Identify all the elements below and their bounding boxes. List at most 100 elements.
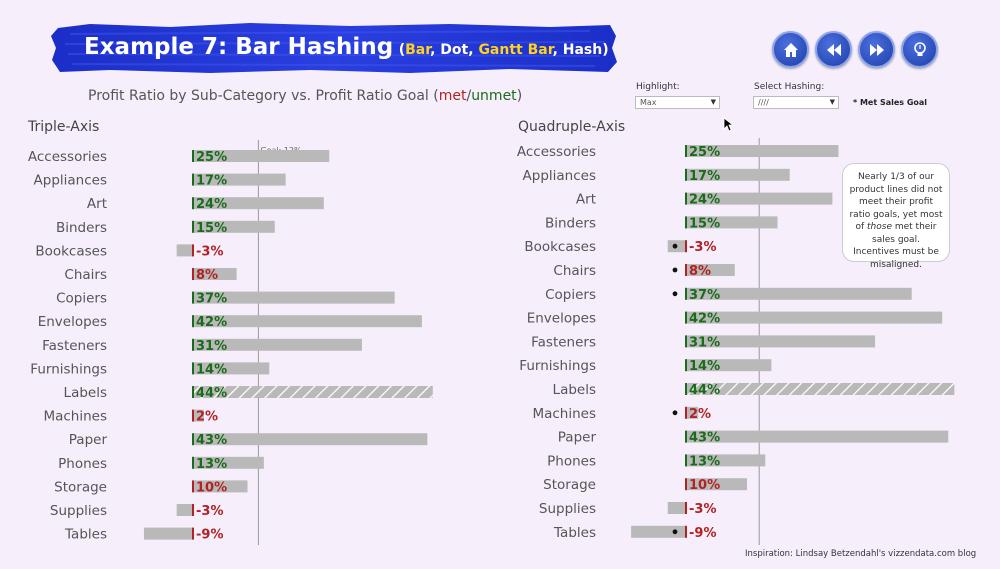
bar	[667, 502, 686, 514]
gantt-mark	[685, 478, 687, 491]
value-label: 31%	[196, 339, 227, 354]
value-label: -3%	[689, 240, 716, 255]
lightbulb-icon	[913, 41, 926, 56]
gantt-mark	[192, 291, 194, 304]
gantt-mark	[192, 220, 194, 233]
value-label: 13%	[689, 454, 720, 469]
subtitle-accent-text: Bar	[405, 42, 431, 58]
category-label: Phones	[547, 453, 596, 469]
value-label: 31%	[689, 335, 720, 350]
bar	[193, 150, 330, 162]
bar	[686, 478, 747, 491]
category-label: Art	[576, 192, 596, 208]
gantt-mark	[685, 311, 687, 324]
mouse-cursor-icon	[723, 117, 733, 132]
bar	[686, 192, 833, 205]
category-label: Phones	[58, 456, 107, 472]
value-label: 13%	[196, 457, 227, 472]
value-label: 25%	[196, 150, 227, 165]
insight-callout: Nearly 1/3 of our product lines did not …	[842, 163, 950, 270]
category-label: Chairs	[553, 263, 596, 279]
value-label: 10%	[689, 478, 720, 493]
insight-button[interactable]	[901, 31, 938, 68]
category-label: Supplies	[539, 501, 596, 517]
value-label: -3%	[196, 244, 223, 259]
met-sales-dot	[672, 243, 678, 249]
bar	[686, 145, 839, 157]
gantt-mark	[685, 430, 687, 443]
value-label: 14%	[689, 359, 720, 374]
gantt-mark	[192, 480, 194, 493]
gantt-mark	[192, 504, 194, 516]
gantt-mark	[685, 454, 687, 467]
highlight-value: Max	[640, 98, 657, 107]
hashing-label: Select Hashing:	[754, 82, 825, 92]
value-label: 43%	[196, 433, 227, 448]
bar	[193, 433, 428, 446]
highlight-dropdown[interactable]: Max ▼	[635, 96, 720, 109]
panel-title-quadruple-axis: Quadruple-Axis	[518, 119, 626, 135]
gantt-mark	[192, 268, 194, 280]
gantt-mark	[192, 150, 194, 162]
category-label: Accessories	[28, 149, 107, 165]
met-sales-dot	[672, 267, 678, 273]
value-label: 17%	[196, 174, 227, 189]
met-sales-dot	[672, 529, 678, 535]
bar	[193, 197, 324, 210]
gantt-mark	[192, 338, 194, 351]
gantt-mark	[192, 409, 194, 422]
value-label: 43%	[689, 431, 720, 446]
bar	[686, 311, 943, 324]
gantt-mark	[685, 240, 687, 253]
subtitle-text: (	[398, 42, 406, 58]
gantt-mark	[192, 244, 194, 257]
highlight-label: Highlight:	[636, 82, 680, 92]
category-label: Binders	[56, 220, 107, 236]
category-label: Machines	[532, 406, 596, 422]
bar	[193, 386, 433, 398]
value-label: 37%	[689, 288, 720, 303]
next-button[interactable]	[858, 31, 895, 68]
category-label: Tables	[64, 527, 107, 543]
category-label: Bookcases	[35, 243, 107, 259]
category-label: Copiers	[545, 287, 596, 303]
value-label: 15%	[196, 221, 227, 236]
value-label: 42%	[689, 312, 720, 327]
category-label: Bookcases	[524, 239, 596, 255]
bar	[686, 406, 699, 419]
gantt-mark	[192, 315, 194, 328]
value-label: -3%	[196, 504, 223, 519]
bar	[193, 291, 395, 304]
category-label: Appliances	[523, 168, 596, 184]
category-label: Tables	[553, 525, 596, 541]
bar	[193, 268, 237, 280]
home-icon	[783, 42, 798, 57]
bar	[686, 359, 772, 372]
bar	[193, 220, 275, 233]
chart-subtitle: Profit Ratio by Sub-Category vs. Profit …	[88, 88, 523, 104]
met-sales-note: * Met Sales Goal	[853, 98, 928, 107]
category-label: Paper	[69, 432, 108, 448]
bar	[686, 383, 955, 395]
gantt-mark	[192, 527, 194, 540]
gantt-mark	[192, 173, 194, 186]
home-button[interactable]	[772, 31, 809, 68]
gantt-mark	[192, 433, 194, 446]
category-label: Furnishings	[30, 361, 107, 377]
gantt-mark	[685, 359, 687, 372]
value-label: 15%	[689, 216, 720, 231]
value-label: 2%	[196, 410, 218, 425]
value-label: 24%	[689, 193, 720, 208]
gantt-mark	[685, 335, 687, 348]
gantt-mark	[685, 525, 687, 538]
hashing-dropdown[interactable]: //// ▼	[753, 96, 839, 109]
previous-button[interactable]	[815, 31, 852, 68]
gantt-mark	[192, 386, 194, 398]
category-label: Envelopes	[38, 314, 107, 330]
gantt-mark	[685, 216, 687, 229]
gantt-mark	[685, 287, 687, 300]
bar	[193, 480, 248, 493]
bar	[143, 527, 193, 540]
value-label: 8%	[196, 268, 218, 283]
subtitle-text: , Dot,	[430, 42, 479, 58]
